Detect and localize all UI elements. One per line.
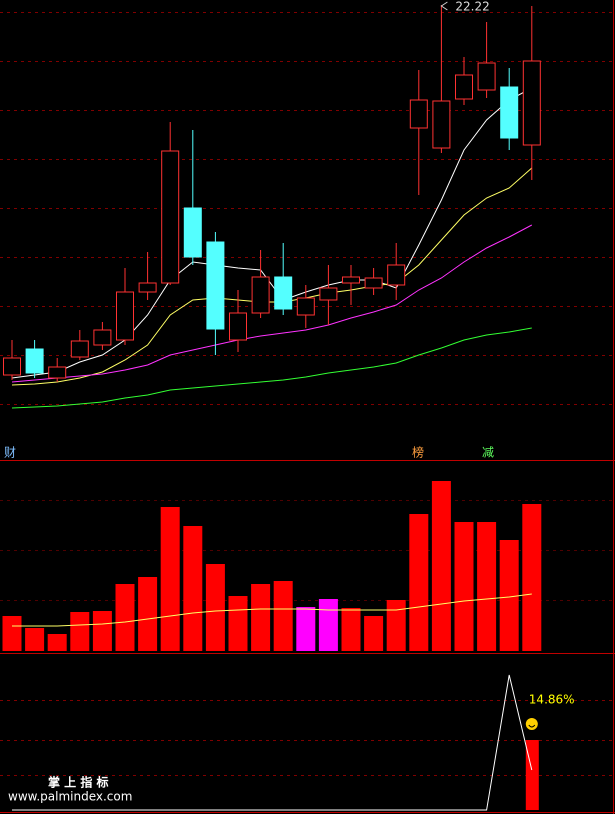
moving-average [11, 87, 533, 379]
candle-body [183, 207, 202, 258]
volume-bar [364, 616, 384, 651]
annotation-pointer [440, 1, 448, 11]
volume-bar [409, 514, 429, 651]
watermark: 掌 上 指 标 [48, 775, 109, 790]
volume-bar [499, 540, 519, 651]
moving-average [11, 167, 533, 386]
moving-average [11, 327, 532, 409]
volume-bar [522, 504, 542, 651]
candle-body [70, 340, 89, 358]
panel-label: 榜 [412, 445, 424, 460]
candle-body [296, 297, 315, 316]
volume-bar [251, 584, 271, 651]
volume-bar [70, 612, 90, 651]
watermark-url: www.palmindex.com [8, 790, 132, 804]
volume-bar [115, 584, 135, 651]
volume-bar [205, 564, 225, 651]
candle-body [116, 291, 134, 341]
candle-body [3, 357, 21, 376]
volume-bar [477, 522, 497, 651]
smiley-face [528, 724, 536, 728]
candle-body [274, 276, 293, 310]
volume-bar [228, 596, 248, 651]
volume-bar [318, 599, 338, 651]
candle-body [138, 282, 157, 293]
high-label: 22.22 [455, 0, 489, 14]
candle-body [319, 287, 338, 301]
volume-bar [296, 607, 316, 651]
percent-label: 14.86% [529, 693, 575, 707]
volume-average [12, 593, 532, 627]
candle-body [93, 329, 112, 346]
volume-bar [454, 522, 474, 651]
signal-line [12, 674, 533, 811]
volume-bar [92, 611, 112, 651]
volume-bar [2, 616, 22, 651]
volume-bar [431, 481, 451, 651]
volume-bar [273, 581, 293, 651]
candle-body [409, 99, 428, 129]
candle-body [48, 366, 67, 379]
candle-body [455, 74, 473, 100]
volume-bar [47, 634, 67, 651]
candle-body [342, 276, 360, 284]
candle-body [229, 312, 247, 341]
candle-body [364, 277, 383, 289]
volume-bar [138, 577, 158, 651]
smiley [525, 718, 538, 730]
volume-bar [183, 526, 203, 651]
volume-bar [386, 600, 406, 651]
candle-body [161, 150, 180, 284]
candle-body [251, 276, 270, 314]
candle-body [25, 348, 44, 374]
candle-body [477, 62, 496, 91]
candle-body [206, 241, 225, 330]
panel-label: 财 [4, 446, 16, 460]
moving-average [11, 224, 533, 383]
candle-body [522, 60, 541, 146]
panel-label: 减 [482, 446, 494, 460]
volume-bar [25, 628, 45, 651]
volume-bar [160, 507, 180, 651]
volume-bar [341, 608, 361, 651]
signal-bar [525, 740, 539, 810]
candle-body [387, 264, 406, 286]
candle-body [500, 86, 519, 139]
candle-body [432, 100, 451, 149]
